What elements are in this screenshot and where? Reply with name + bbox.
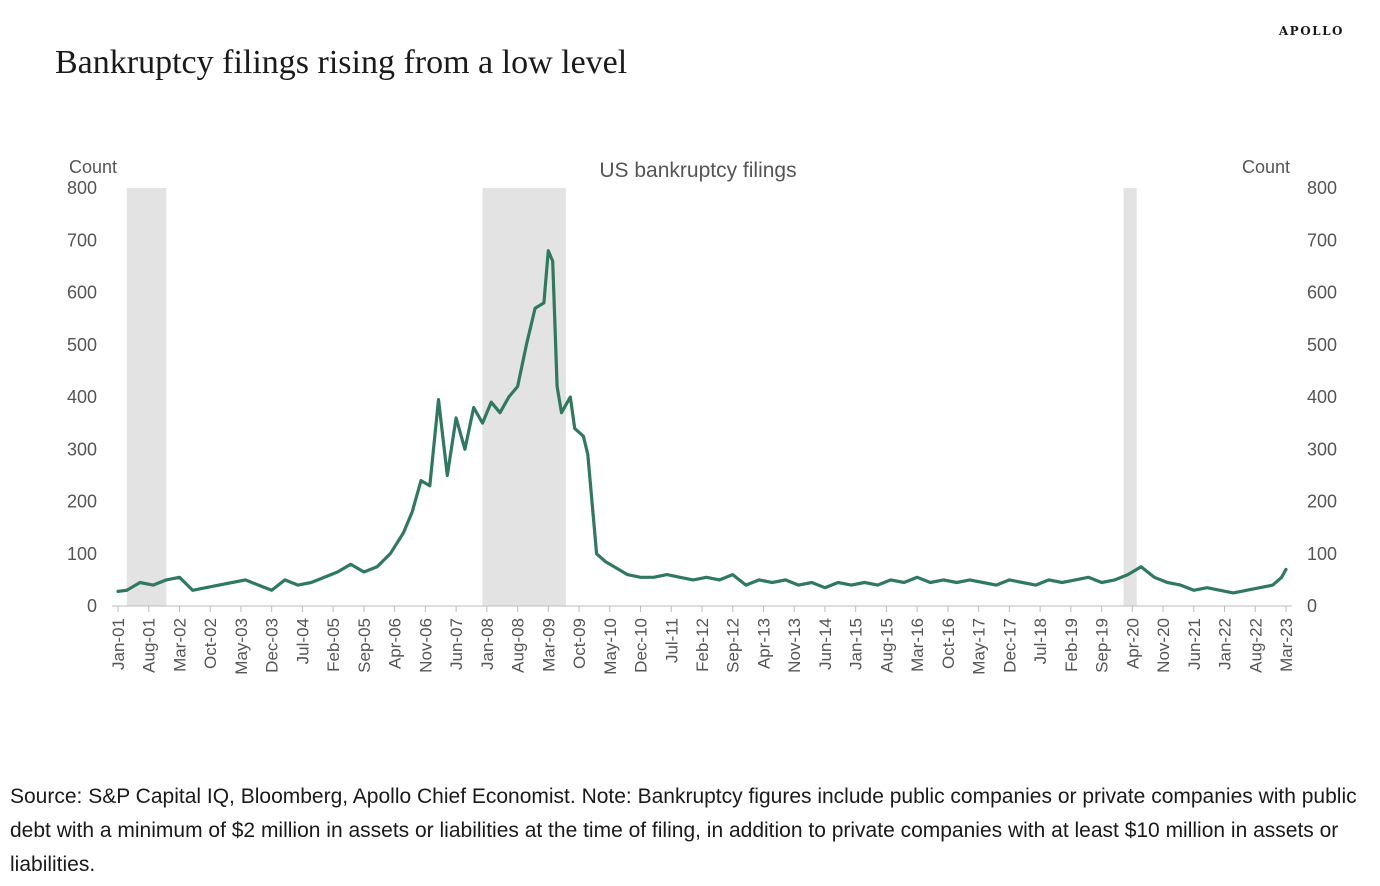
x-tick-Jan-08: Jan-08	[478, 618, 497, 670]
x-tick-Apr-06: Apr-06	[386, 618, 405, 669]
series-layer	[116, 249, 1288, 595]
x-tick-Aug-01: Aug-01	[140, 618, 159, 673]
y-tick-left-300: 300	[67, 439, 97, 459]
y-tick-left-500: 500	[67, 335, 97, 355]
x-tick-Nov-06: Nov-06	[416, 618, 435, 673]
recession-band-1	[126, 188, 167, 606]
y-axis-label-left: Count	[69, 157, 117, 177]
x-tick-Jul-11: Jul-11	[662, 618, 681, 663]
x-tick-Jun-21: Jun-21	[1185, 618, 1204, 670]
y-tick-right-400: 400	[1307, 387, 1337, 407]
x-tick-Mar-16: Mar-16	[908, 618, 927, 672]
source-footnote: Source: S&P Capital IQ, Bloomberg, Apoll…	[10, 785, 1357, 876]
y-tick-left-700: 700	[67, 230, 97, 250]
x-tick-Jun-14: Jun-14	[816, 618, 835, 670]
y-tick-right-500: 500	[1307, 335, 1337, 355]
y-tick-right-100: 100	[1307, 544, 1337, 564]
x-tick-Sep-12: Sep-12	[724, 618, 743, 673]
y-tick-right-800: 800	[1307, 178, 1337, 198]
x-tick-Mar-23: Mar-23	[1277, 618, 1296, 672]
x-tick-Nov-20: Nov-20	[1154, 618, 1173, 673]
brand-logo: APOLLO	[1278, 24, 1344, 38]
x-tick-Dec-10: Dec-10	[632, 618, 651, 673]
x-tick-Dec-17: Dec-17	[1000, 618, 1019, 673]
x-tick-May-17: May-17	[970, 618, 989, 675]
x-tick-Mar-02: Mar-02	[170, 618, 189, 672]
y-tick-left-600: 600	[67, 283, 97, 303]
x-tick-Jun-07: Jun-07	[447, 618, 466, 670]
x-tick-May-10: May-10	[601, 618, 620, 675]
x-tick-Feb-19: Feb-19	[1062, 618, 1081, 672]
chart-headline: Bankruptcy filings rising from a low lev…	[55, 44, 628, 81]
x-tick-Jan-15: Jan-15	[847, 618, 866, 670]
x-tick-Oct-16: Oct-16	[939, 618, 958, 669]
y-tick-right-300: 300	[1307, 439, 1337, 459]
y-axis-label-right: Count	[1242, 157, 1290, 177]
x-tick-Sep-19: Sep-19	[1093, 618, 1112, 673]
y-tick-left-200: 200	[67, 492, 97, 512]
x-tick-Apr-20: Apr-20	[1123, 618, 1142, 669]
x-tick-Jul-18: Jul-18	[1031, 618, 1050, 664]
y-tick-left-400: 400	[67, 387, 97, 407]
x-tick-Dec-03: Dec-03	[263, 618, 282, 673]
x-tick-Feb-12: Feb-12	[693, 618, 712, 672]
recession-band-2	[482, 188, 566, 606]
x-tick-Nov-13: Nov-13	[785, 618, 804, 673]
x-tick-Apr-13: Apr-13	[754, 618, 773, 669]
x-tick-Jan-22: Jan-22	[1216, 618, 1235, 670]
chart-title: US bankruptcy filings	[599, 159, 796, 182]
y-tick-right-200: 200	[1307, 492, 1337, 512]
x-tick-Jul-04: Jul-04	[293, 618, 312, 664]
x-tick-Oct-09: Oct-09	[570, 618, 589, 669]
y-tick-right-700: 700	[1307, 230, 1337, 250]
bankruptcy-line-chart: 0 0 100 100 200 200 300 300 400 400 500 500 600 600 70…	[67, 157, 1337, 675]
x-tick-Jan-01: Jan-01	[109, 618, 128, 670]
x-tick-Aug-15: Aug-15	[877, 618, 896, 673]
y-tick-right-600: 600	[1307, 283, 1337, 303]
x-tick-Aug-08: Aug-08	[509, 618, 528, 673]
x-tick-May-03: May-03	[232, 618, 251, 675]
y-tick-left-0: 0	[87, 596, 97, 616]
x-tick-Aug-22: Aug-22	[1246, 618, 1265, 673]
x-tick-Feb-05: Feb-05	[324, 618, 343, 672]
chart-axes: 0 0 100 100 200 200 300 300 400 400 500 500 600 600 70…	[67, 178, 1337, 675]
y-tick-right-0: 0	[1307, 596, 1317, 616]
y-tick-left-800: 800	[67, 178, 97, 198]
recession-band-3	[1123, 188, 1137, 606]
y-tick-left-100: 100	[67, 544, 97, 564]
series-line-1	[116, 249, 1288, 595]
x-tick-Sep-05: Sep-05	[355, 618, 374, 673]
x-tick-Mar-09: Mar-09	[539, 618, 558, 672]
x-tick-Oct-02: Oct-02	[201, 618, 220, 669]
recession-shading	[126, 188, 1137, 606]
